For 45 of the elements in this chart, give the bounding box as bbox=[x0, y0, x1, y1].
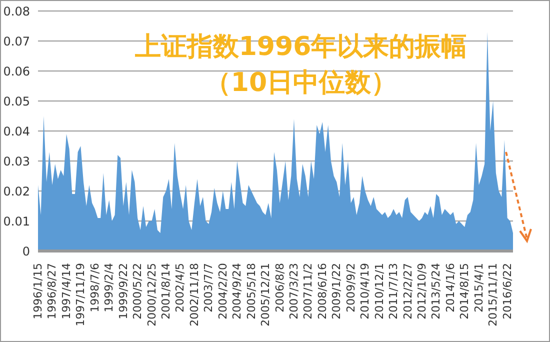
x-tick-label: 2010/4/19 bbox=[358, 263, 372, 320]
x-tick-label: 2002/4/5 bbox=[174, 263, 187, 312]
x-tick-label: 2010/12/1 bbox=[372, 263, 386, 320]
x-tick-label: 2007/11/2 bbox=[302, 263, 315, 320]
x-tick-label: 2007/3/23 bbox=[287, 263, 300, 320]
x-tick-label: 2009/9/2 bbox=[344, 263, 358, 312]
y-tick-label: 0.07 bbox=[3, 34, 30, 48]
x-tick-label: 2015/11/11 bbox=[486, 263, 500, 326]
x-tick-label: 2005/12/21 bbox=[259, 263, 272, 326]
y-tick-label: 0.01 bbox=[3, 214, 30, 228]
x-tick-label: 2006/8/8 bbox=[273, 263, 286, 312]
x-tick-label: 2012/10/9 bbox=[415, 263, 428, 320]
x-tick-label: 2016/6/22 bbox=[500, 263, 514, 320]
x-tick-label: 1996/8/27 bbox=[46, 263, 59, 320]
text: 上证指数1996年以来的振幅 bbox=[134, 31, 468, 64]
x-tick-label: 2009/1/22 bbox=[330, 263, 344, 320]
x-tick-label: 2013/5/24 bbox=[430, 263, 443, 320]
x-tick-label: 2002/11/18 bbox=[188, 263, 201, 326]
x-tick-label: 2014/8/15 bbox=[458, 263, 472, 320]
y-tick-label: 0.04 bbox=[3, 124, 30, 138]
y-tick-label: 0.06 bbox=[3, 64, 30, 78]
x-tick-label: 2001/8/14 bbox=[159, 263, 172, 320]
y-tick-label: 0.03 bbox=[3, 154, 30, 168]
x-tick-label: 2014/1/6 bbox=[444, 263, 457, 312]
text: （10日中位数） bbox=[204, 67, 398, 100]
x-tick-label: 2004/9/24 bbox=[230, 263, 244, 320]
x-tick-label: 2003/7/7 bbox=[202, 263, 216, 312]
x-tick-label: 2012/2/27 bbox=[401, 263, 414, 320]
x-tick-label: 2004/2/20 bbox=[216, 263, 230, 320]
x-tick-label: 2011/7/13 bbox=[387, 263, 400, 320]
y-tick-label: 0 bbox=[22, 244, 30, 258]
y-tick-label: 0.02 bbox=[3, 184, 30, 198]
x-tick-label: 2000/12/25 bbox=[145, 263, 158, 326]
x-tick-label: 1996/1/15 bbox=[32, 263, 44, 320]
y-tick-label: 0.05 bbox=[3, 94, 30, 108]
y-tick-label: 0.08 bbox=[3, 4, 30, 18]
x-tick-label: 1999/9/22 bbox=[116, 263, 130, 320]
x-tick-label: 2008/6/16 bbox=[316, 263, 329, 320]
x-tick-label: 1997/4/14 bbox=[60, 263, 73, 320]
x-tick-label: 2005/5/18 bbox=[244, 263, 258, 320]
x-tick-label: 1999/2/4 bbox=[102, 263, 116, 312]
x-tick-label: 2015/4/1 bbox=[472, 263, 486, 312]
x-tick-label: 2000/5/22 bbox=[131, 263, 144, 320]
x-tick-label: 1998/7/6 bbox=[88, 263, 102, 312]
x-tick-label: 1997/11/19 bbox=[74, 263, 88, 326]
